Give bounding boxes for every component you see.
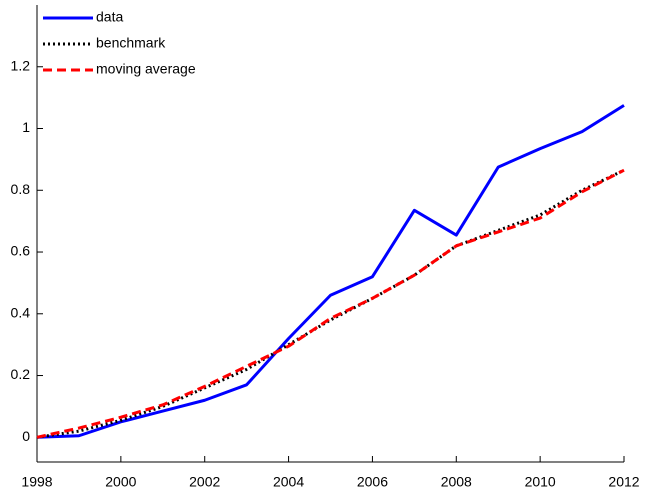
series-line xyxy=(36,168,625,439)
x-tick-label: 2000 xyxy=(105,474,136,490)
x-tick-label: 2012 xyxy=(608,474,639,490)
x-tick-label: 2010 xyxy=(525,474,556,490)
x-tick-label: 2004 xyxy=(273,474,304,490)
y-tick-label: 0.6 xyxy=(11,243,31,259)
series-line xyxy=(36,168,625,439)
y-tick-label: 1.2 xyxy=(11,57,31,73)
y-tick-label: 0.4 xyxy=(11,304,31,320)
x-tick-label: 2002 xyxy=(189,474,220,490)
y-tick-label: 0.8 xyxy=(11,181,31,197)
legend-label: benchmark xyxy=(96,35,166,51)
y-tick-label: 0 xyxy=(22,428,30,444)
series-line xyxy=(36,104,625,439)
y-tick-label: 1 xyxy=(22,119,30,135)
legend-label: moving average xyxy=(96,61,196,77)
x-tick-label: 2008 xyxy=(441,474,472,490)
x-tick-label: 1998 xyxy=(21,474,52,490)
y-tick-label: 0.2 xyxy=(11,366,31,382)
x-tick-label: 2006 xyxy=(357,474,388,490)
legend-label: data xyxy=(96,9,123,25)
